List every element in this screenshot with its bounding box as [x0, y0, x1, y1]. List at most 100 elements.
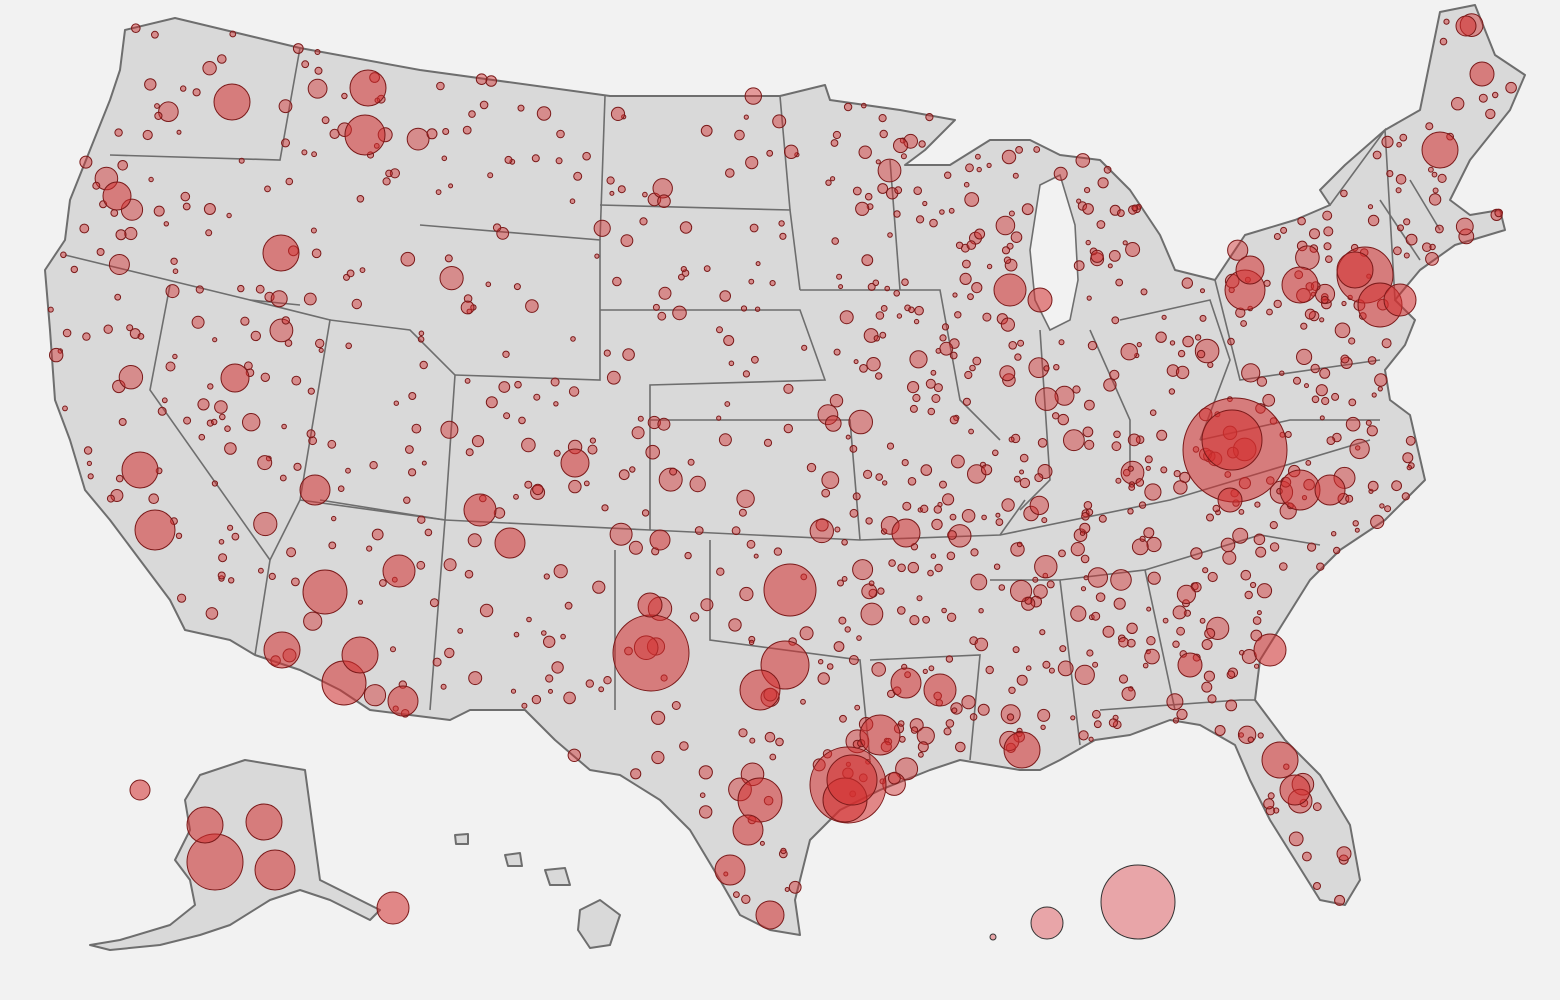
county-bubble	[1319, 415, 1325, 421]
county-bubble	[284, 339, 293, 347]
county-bubble	[888, 559, 896, 567]
county-bubble	[1131, 538, 1149, 556]
county-bubble	[129, 779, 151, 801]
county-bubble	[148, 176, 154, 183]
county-bubble	[848, 655, 859, 665]
county-bubble	[864, 192, 873, 201]
county-bubble	[86, 460, 93, 466]
county-bubble	[1143, 527, 1155, 539]
county-bubble	[115, 229, 127, 241]
county-bubble	[1320, 295, 1329, 304]
county-bubble	[1131, 204, 1139, 212]
county-bubble	[311, 151, 318, 158]
county-bubble	[421, 460, 427, 466]
county-bubble	[1111, 441, 1122, 452]
county-bubble	[356, 195, 365, 203]
county-bubble	[753, 553, 759, 559]
county-bubble	[1323, 226, 1334, 237]
county-bubble	[951, 454, 965, 469]
county-bubble	[148, 493, 159, 505]
county-bubble	[1288, 831, 1304, 847]
county-bubble	[941, 607, 947, 614]
county-bubble	[228, 577, 235, 584]
county-bubble	[1059, 645, 1067, 653]
county-bubble	[1220, 537, 1236, 553]
county-bubble	[1379, 503, 1385, 509]
county-bubble	[858, 145, 872, 159]
county-bubble	[680, 266, 687, 273]
county-bubble	[1168, 388, 1176, 395]
county-bubble	[195, 285, 204, 294]
county-bubble	[861, 254, 874, 267]
county-bubble	[725, 168, 735, 178]
county-bubble	[1428, 166, 1434, 173]
county-bubble	[436, 81, 445, 91]
county-bubble	[985, 665, 994, 675]
county-bubble	[358, 599, 363, 605]
county-bubble	[1040, 724, 1046, 730]
county-bubble	[598, 686, 605, 693]
county-bubble	[978, 608, 984, 614]
county-bubble	[933, 383, 943, 393]
county-bubble	[1086, 649, 1094, 657]
county-bubble	[363, 684, 387, 707]
county-bubble	[775, 737, 784, 747]
county-bubble	[257, 455, 273, 471]
county-bubble	[172, 268, 179, 275]
county-bubble	[124, 226, 138, 241]
county-bubble	[1037, 438, 1048, 448]
county-bubble	[981, 464, 993, 476]
county-bubble	[1310, 363, 1320, 374]
county-bubble	[751, 355, 759, 364]
county-bubble	[1319, 367, 1331, 379]
county-bubble	[1207, 694, 1217, 704]
county-bubble	[779, 232, 787, 240]
county-bubble	[1262, 393, 1276, 407]
county-bubble	[641, 509, 650, 517]
county-bubble	[669, 467, 678, 476]
county-bubble	[390, 646, 396, 653]
county-bubble	[281, 316, 290, 325]
county-bubble	[1261, 741, 1299, 779]
county-bubble	[1084, 399, 1095, 411]
county-bubble	[939, 341, 954, 356]
county-bubble	[1139, 535, 1146, 542]
county-bubble	[620, 234, 634, 248]
county-bubble	[536, 106, 552, 121]
county-bubble	[1263, 798, 1275, 810]
county-bubble	[327, 439, 337, 449]
county-bubble	[948, 207, 955, 214]
county-bubble	[1087, 567, 1109, 588]
county-bubble	[962, 397, 972, 406]
county-bubble	[1117, 634, 1126, 643]
county-bubble	[783, 423, 793, 434]
county-bubble	[740, 305, 748, 312]
county-bubble	[1323, 242, 1332, 251]
county-bubble	[952, 292, 958, 298]
county-bubble	[1113, 430, 1121, 439]
county-bubble	[218, 553, 228, 563]
county-bubble	[826, 754, 878, 806]
county-bubble	[217, 54, 227, 64]
county-bubble	[1204, 628, 1216, 639]
county-bubble	[953, 414, 960, 421]
county-bubble	[1425, 122, 1434, 131]
county-bubble	[1001, 246, 1011, 255]
county-bubble	[315, 338, 325, 349]
county-bubble	[1279, 562, 1288, 571]
county-bubble	[1175, 365, 1190, 380]
county-bubble	[1284, 431, 1292, 438]
county-bubble	[699, 805, 713, 819]
county-bubble	[1455, 15, 1477, 37]
county-bubble	[749, 737, 756, 744]
county-bubble	[292, 43, 304, 54]
county-bubble	[848, 409, 874, 435]
county-bubble	[918, 751, 924, 758]
county-bubble	[1006, 713, 1015, 721]
county-bubble	[337, 485, 345, 493]
county-bubble	[551, 661, 564, 674]
county-bubble	[448, 183, 454, 189]
county-bubble	[947, 530, 957, 540]
county-bubble	[1214, 725, 1226, 736]
county-bubble	[995, 518, 1004, 526]
